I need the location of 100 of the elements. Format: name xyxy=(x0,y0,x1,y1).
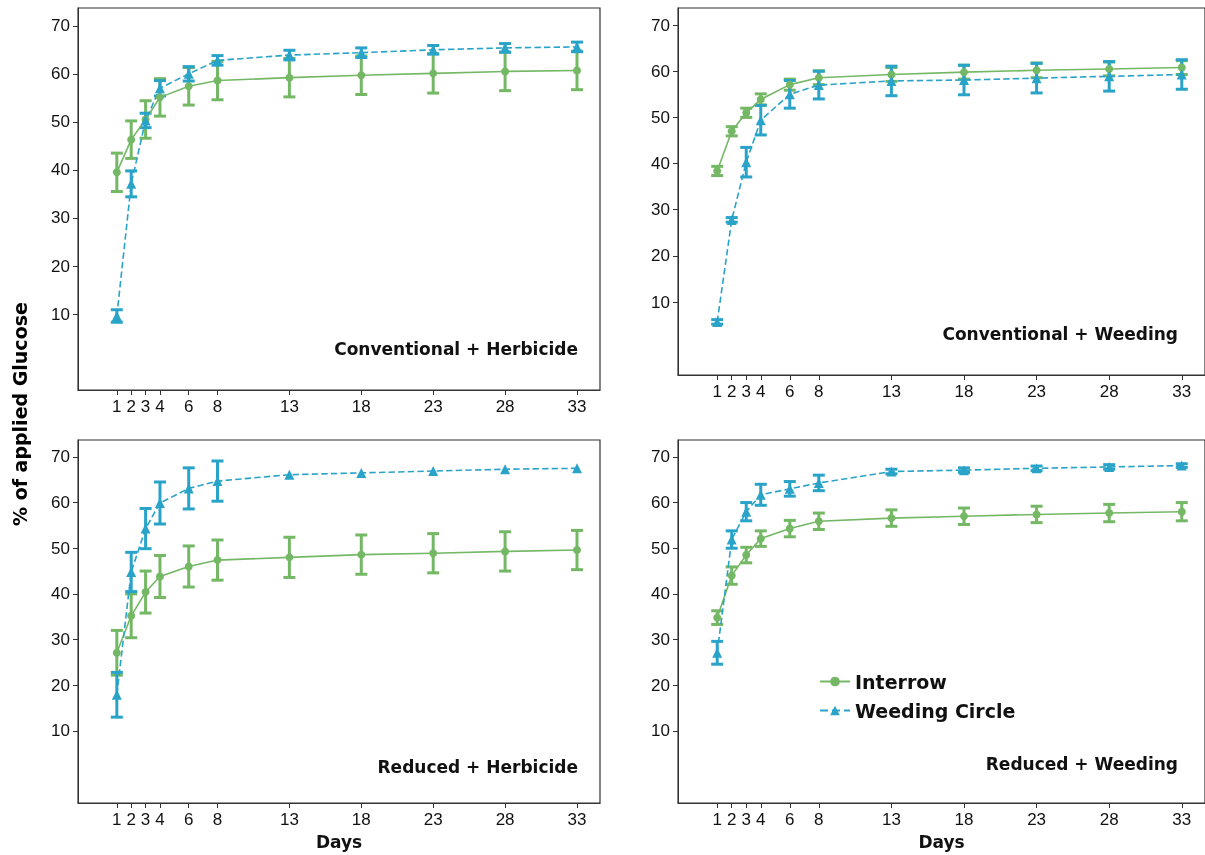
legend-label: Weeding Circle xyxy=(855,699,1016,722)
point xyxy=(284,469,295,480)
x-axis-title: Days xyxy=(315,831,363,852)
text: Reduced + Herbicide xyxy=(377,756,579,777)
point xyxy=(213,76,222,85)
y-tick-label: 60 xyxy=(51,493,70,513)
x-tick-label: 8 xyxy=(212,397,223,416)
x-tick-label: 18 xyxy=(351,810,371,829)
point xyxy=(813,80,824,91)
x-tick-label: 23 xyxy=(423,397,443,416)
y-tick-label: 40 xyxy=(51,160,70,180)
x-tick-label: 13 xyxy=(881,382,901,401)
x-tick-label: 4 xyxy=(155,810,165,829)
y-tick-label: 20 xyxy=(651,675,670,695)
point xyxy=(357,550,366,559)
x-tick-label: 28 xyxy=(495,810,515,829)
text: Conventional + Herbicide xyxy=(334,338,578,359)
y-tick-label: 40 xyxy=(51,584,70,604)
point xyxy=(785,524,794,533)
x-tick-label: 3 xyxy=(140,397,151,416)
x-tick-label: 1 xyxy=(712,810,722,829)
y-tick-label: 20 xyxy=(651,246,670,266)
x-tick-label: 13 xyxy=(279,397,299,416)
x-tick-label: 6 xyxy=(183,397,194,416)
point xyxy=(429,69,438,78)
point xyxy=(573,66,581,75)
text: Conventional + Weeding xyxy=(942,323,1178,344)
y-tick-label: 60 xyxy=(651,493,670,513)
x-tick-label: 2 xyxy=(726,382,737,401)
y-tick-label: 70 xyxy=(651,15,670,35)
x-tick-label: 13 xyxy=(881,810,901,829)
y-axis-title: % of applied Glucose xyxy=(9,302,31,526)
point xyxy=(285,73,294,82)
x-tick-label: 4 xyxy=(756,810,766,829)
point xyxy=(571,463,582,474)
point xyxy=(727,571,736,580)
y-tick-label: 60 xyxy=(51,64,70,84)
x-tick-label: 2 xyxy=(726,810,737,829)
y-tick-label: 30 xyxy=(51,208,70,228)
x-tick-label: 23 xyxy=(1027,810,1047,829)
x-tick-label: 2 xyxy=(126,810,136,829)
point xyxy=(141,588,150,597)
x-tick-label: 28 xyxy=(1099,382,1119,401)
x-tick-label: 1 xyxy=(112,810,122,829)
x-tick-label: 23 xyxy=(1027,382,1047,401)
point xyxy=(127,135,136,144)
point xyxy=(501,547,510,556)
point xyxy=(1104,71,1115,82)
legend-label: Interrow xyxy=(855,670,947,693)
y-tick-label: 30 xyxy=(51,630,70,650)
x-tick-label: 18 xyxy=(351,397,371,416)
x-tick-label: 33 xyxy=(567,397,587,416)
y-tick-label: 30 xyxy=(651,630,670,650)
y-tick-label: 20 xyxy=(51,675,70,695)
x-tick-label: 1 xyxy=(112,397,122,416)
y-tick-label: 70 xyxy=(51,16,70,36)
point xyxy=(742,551,751,560)
y-tick-label: 50 xyxy=(51,112,70,132)
point xyxy=(357,71,366,80)
y-tick-label: 20 xyxy=(51,256,70,276)
point xyxy=(1031,73,1042,84)
x-tick-label: 23 xyxy=(423,810,443,829)
x-tick-label: 6 xyxy=(183,810,194,829)
x-axis-title: Days xyxy=(918,831,965,852)
point xyxy=(1032,510,1041,519)
point xyxy=(501,67,510,76)
point xyxy=(112,168,121,177)
x-tick-label: 8 xyxy=(814,810,824,829)
point xyxy=(213,556,222,565)
y-tick-label: 10 xyxy=(51,721,70,741)
point xyxy=(184,562,193,571)
y-tick-label: 40 xyxy=(651,154,670,174)
x-tick-label: 6 xyxy=(785,810,795,829)
text: Reduced + Weeding xyxy=(985,753,1179,774)
y-tick-label: 50 xyxy=(51,538,70,558)
x-tick-label: 3 xyxy=(741,810,751,829)
y-tick-label: 40 xyxy=(651,584,670,604)
x-tick-label: 6 xyxy=(785,382,795,401)
y-tick-label: 10 xyxy=(651,292,670,312)
x-tick-label: 8 xyxy=(212,810,223,829)
point xyxy=(285,553,294,562)
point xyxy=(356,467,367,478)
point xyxy=(1176,69,1187,80)
point xyxy=(887,514,896,523)
point xyxy=(959,75,969,86)
x-tick-label: 3 xyxy=(140,810,151,829)
y-tick-label: 50 xyxy=(651,538,670,558)
x-tick-label: 2 xyxy=(126,397,136,416)
point xyxy=(500,464,511,475)
y-tick-label: 70 xyxy=(51,447,70,467)
point xyxy=(429,549,438,558)
x-tick-label: 28 xyxy=(1099,810,1119,829)
point xyxy=(573,546,581,555)
point xyxy=(886,75,897,86)
y-tick-label: 30 xyxy=(651,200,670,220)
point xyxy=(155,93,164,102)
y-tick-label: 10 xyxy=(51,304,70,324)
x-tick-label: 13 xyxy=(279,810,299,829)
y-tick-label: 10 xyxy=(651,721,670,741)
point xyxy=(1177,507,1186,516)
